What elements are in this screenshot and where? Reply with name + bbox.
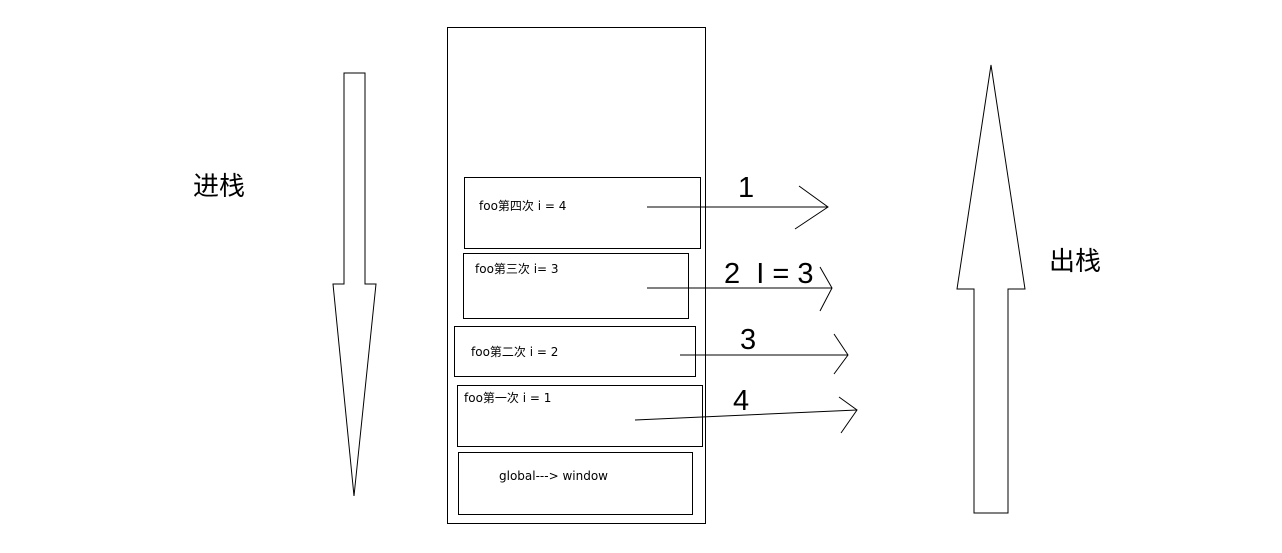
- stack-frame-foo-1: foo第一次 i = 1: [457, 385, 703, 447]
- pop-order-arrow-1: [647, 185, 829, 230]
- pop-order-label-3: 3: [740, 324, 757, 356]
- stack-frame-foo-2: foo第二次 i = 2: [454, 326, 696, 377]
- pop-order-label-1: 1: [738, 172, 755, 204]
- pop-label: 出栈: [1049, 247, 1102, 277]
- pop-order-arrow-3: [680, 333, 849, 375]
- push-arrow: [332, 72, 377, 497]
- frame-label: foo第二次 i = 2: [471, 345, 559, 359]
- pop-order-label-2: 2 I = 3: [724, 258, 814, 290]
- stack-frame-foo-4: foo第四次 i = 4: [464, 177, 701, 249]
- frame-label: foo第三次 i= 3: [475, 262, 559, 276]
- pop-order-arrow-2: [647, 266, 833, 312]
- frame-label: global---> window: [499, 469, 608, 483]
- push-label: 进栈: [193, 172, 246, 202]
- stack-frame-global: global---> window: [458, 452, 693, 515]
- call-stack: [447, 27, 706, 524]
- pop-order-arrow-4: [634, 396, 858, 434]
- frame-label: foo第四次 i = 4: [479, 199, 567, 213]
- pop-order-label-4: 4: [733, 385, 750, 417]
- frame-label: foo第一次 i = 1: [464, 391, 552, 405]
- stack-frame-foo-3: foo第三次 i= 3: [463, 253, 689, 319]
- pop-arrow: [956, 64, 1026, 514]
